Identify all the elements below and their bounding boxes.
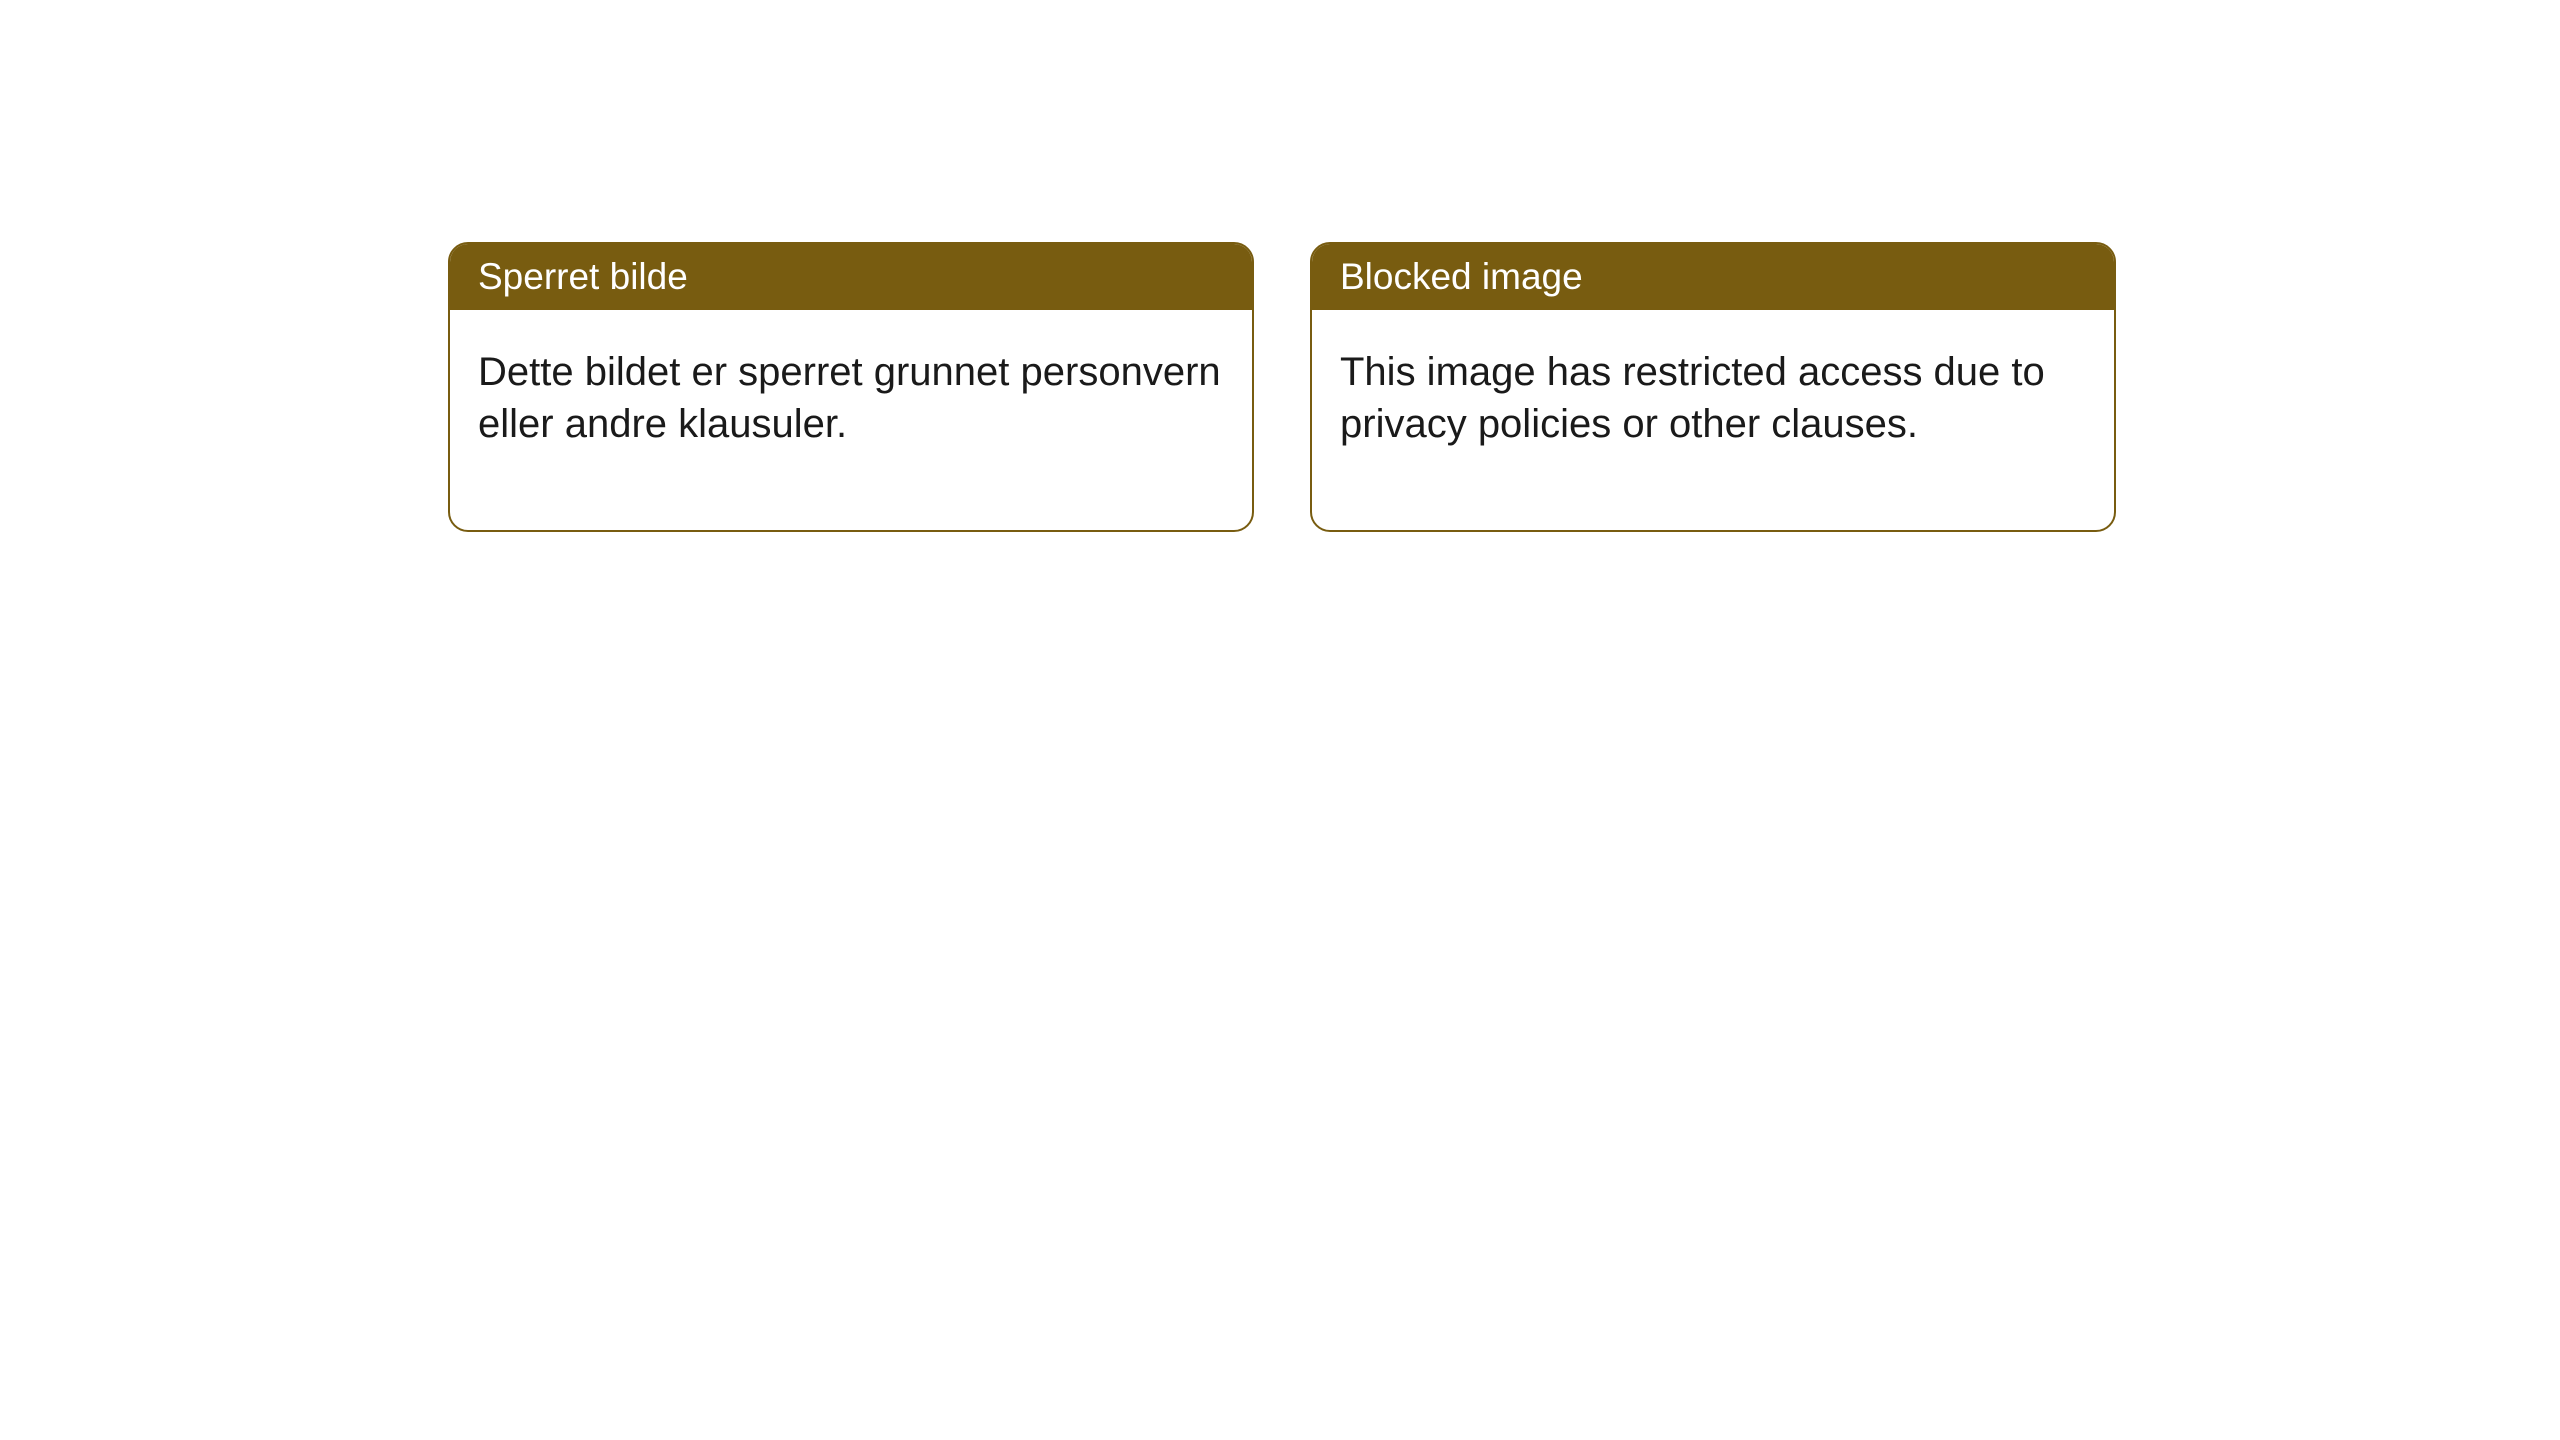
- card-body-text: Dette bildet er sperret grunnet personve…: [450, 310, 1252, 530]
- notice-card-english: Blocked image This image has restricted …: [1310, 242, 2116, 532]
- notice-cards-container: Sperret bilde Dette bildet er sperret gr…: [448, 242, 2116, 532]
- card-header: Blocked image: [1312, 244, 2114, 310]
- card-body-text: This image has restricted access due to …: [1312, 310, 2114, 530]
- notice-card-norwegian: Sperret bilde Dette bildet er sperret gr…: [448, 242, 1254, 532]
- card-header: Sperret bilde: [450, 244, 1252, 310]
